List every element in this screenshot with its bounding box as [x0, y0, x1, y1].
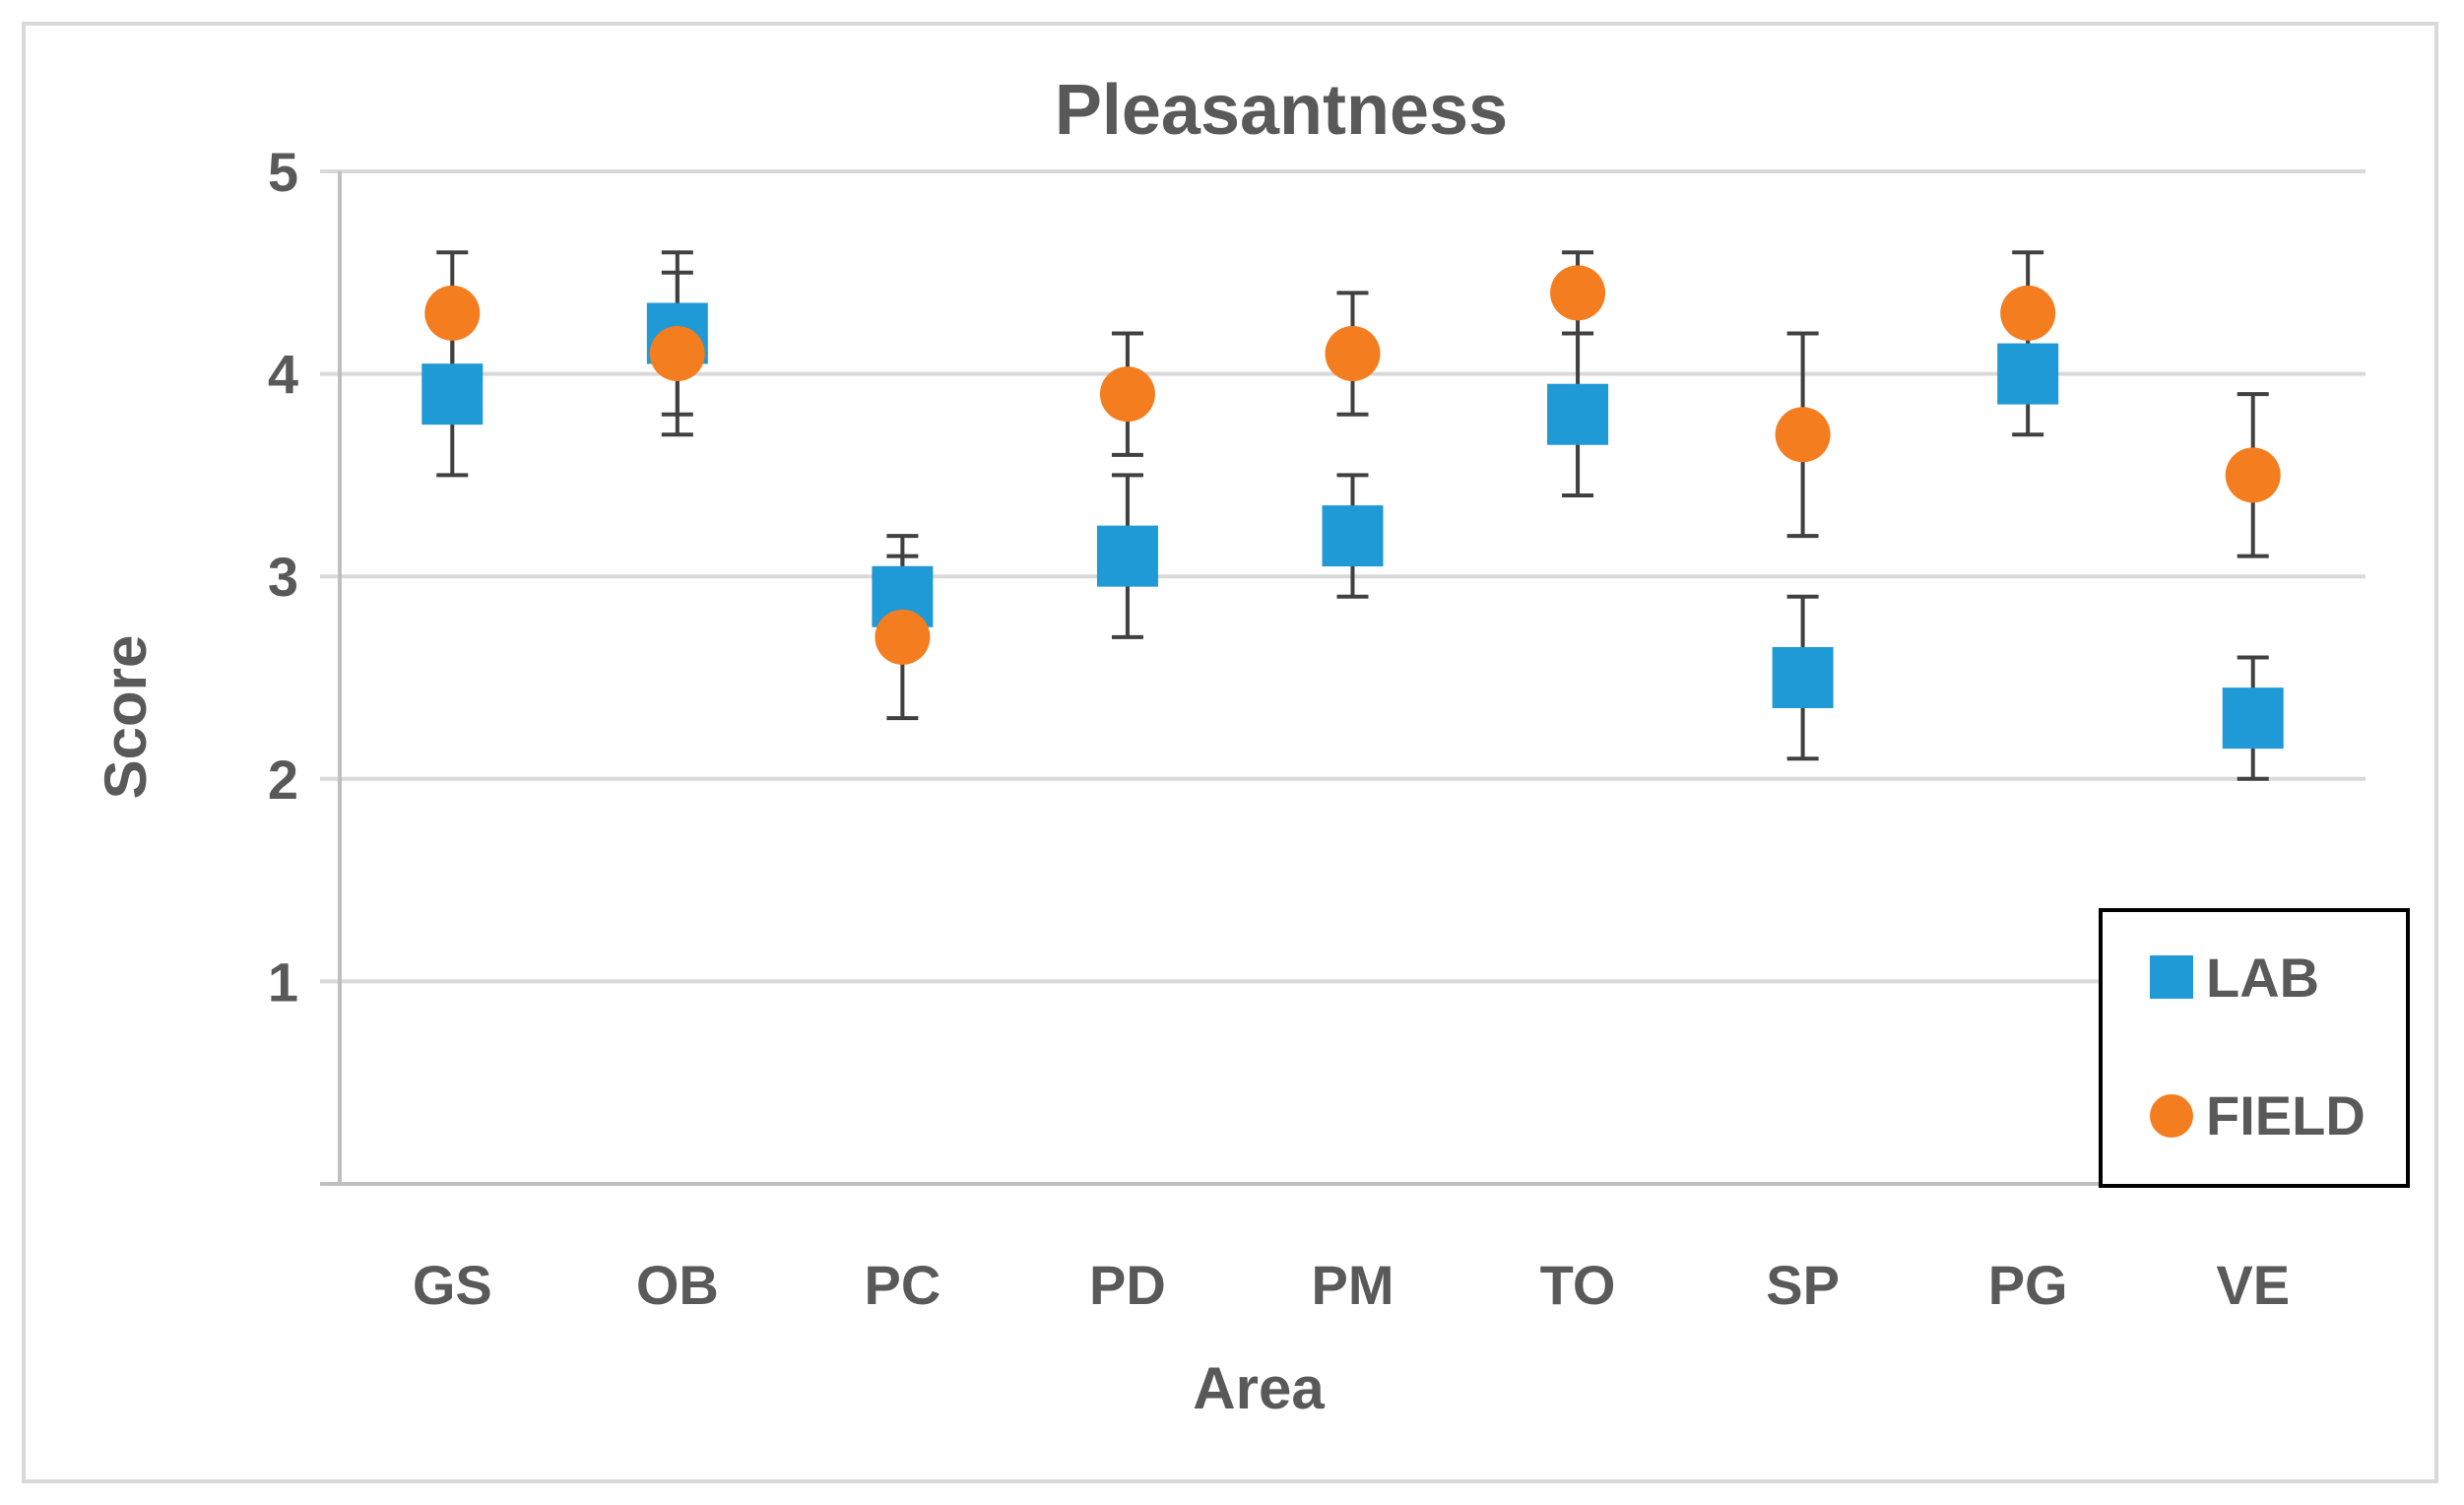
y-tick-labels: 1 2 3 4 5: [268, 141, 298, 1013]
legend-lab-marker: [2150, 955, 2193, 999]
data-points: [421, 265, 2284, 750]
x-tick-label-pc: PC: [864, 1254, 940, 1316]
field-point-pg: [2000, 285, 2056, 341]
legend-lab-label: LAB: [2206, 947, 2319, 1009]
gridlines: [320, 169, 2366, 984]
y-axis-label: Score: [93, 635, 159, 800]
lab-point-to: [1547, 383, 1609, 445]
x-tick-label-pd: PD: [1089, 1254, 1166, 1316]
legend-field-label: FIELD: [2206, 1084, 2366, 1146]
x-tick-labels: GS OB PC PD PM TO SP PG VE: [413, 1254, 2290, 1316]
x-tick-label-pm: PM: [1312, 1254, 1394, 1316]
legend: LAB FIELD: [2099, 908, 2410, 1188]
lab-point-ve: [2222, 687, 2284, 750]
lab-point-pg: [1997, 343, 2059, 405]
lab-point-pd: [1096, 525, 1158, 587]
lab-point-pm: [1322, 505, 1384, 567]
y-tick-label: 2: [268, 749, 298, 811]
x-tick-label-pg: PG: [1988, 1254, 2068, 1316]
x-tick-label-gs: GS: [413, 1254, 492, 1316]
y-tick-label: 1: [268, 950, 298, 1013]
x-axis-label: Area: [1193, 1355, 1325, 1421]
x-tick-label-ob: OB: [636, 1254, 719, 1316]
lab-point-sp: [1772, 647, 1834, 708]
x-tick-label-sp: SP: [1766, 1254, 1840, 1316]
field-point-to: [1550, 265, 1606, 321]
y-tick-label: 3: [268, 546, 298, 608]
field-point-ve: [2225, 447, 2281, 503]
y-tick-label: 4: [268, 344, 298, 406]
chart-frame: [22, 22, 2438, 1483]
y-tick-label: 5: [268, 141, 298, 203]
lab-point-gs: [421, 363, 484, 425]
legend-field-marker: [2150, 1094, 2193, 1138]
field-point-pc: [875, 609, 931, 665]
x-tick-label-to: TO: [1540, 1254, 1616, 1316]
field-point-pd: [1099, 366, 1155, 423]
x-tick-label-ve: VE: [2216, 1254, 2290, 1316]
field-point-sp: [1775, 407, 1831, 463]
field-point-pm: [1325, 326, 1381, 382]
field-point-ob: [649, 326, 705, 382]
field-point-gs: [424, 285, 481, 341]
chart-title: Pleasantness: [1055, 71, 1508, 150]
